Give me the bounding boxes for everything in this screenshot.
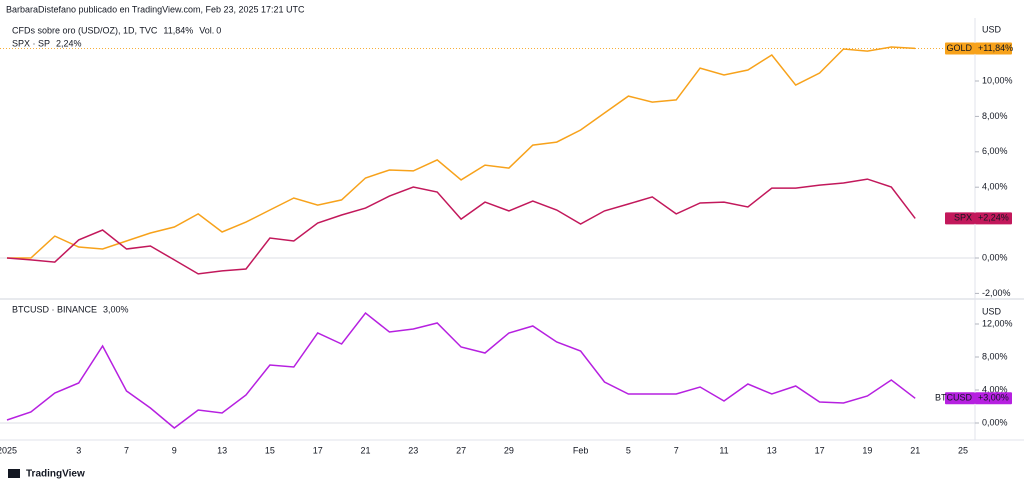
x-tick-label: 7 xyxy=(674,445,679,455)
tag-value-bg xyxy=(975,212,1012,225)
y-tick-label: 8,00% xyxy=(982,351,1008,361)
x-tick-label: 3 xyxy=(76,445,81,455)
x-tick-label: 17 xyxy=(815,445,825,455)
legend-change: 2,24% xyxy=(56,38,82,48)
currency: USD xyxy=(982,24,1002,34)
legend-title: CFDs sobre oro (USD/OZ), 1D, TVC xyxy=(12,25,158,35)
x-tick-label: 2025 xyxy=(0,445,17,455)
tag-value-bg xyxy=(975,392,1012,405)
y-tick-label: 10,00% xyxy=(982,75,1013,85)
tag xyxy=(945,392,975,405)
volume-label: Vol. xyxy=(199,25,214,35)
legend-name: BTCUSD · BINANCE xyxy=(12,304,97,314)
volume: 0 xyxy=(216,25,221,35)
x-tick-label: 9 xyxy=(172,445,177,455)
y-tick-label: -2,00% xyxy=(982,288,1011,298)
x-tick-label: 17 xyxy=(313,445,323,455)
y-tick-label: 8,00% xyxy=(982,111,1008,121)
series-line xyxy=(6,178,916,275)
x-tick-label: 23 xyxy=(408,445,418,455)
x-tick-label: 15 xyxy=(265,445,275,455)
tag-name: GOLD xyxy=(946,43,972,53)
legend-name: SPX · SP xyxy=(12,38,50,48)
legend-change: 11,84% xyxy=(163,25,193,35)
x-tick-label: 19 xyxy=(862,445,872,455)
tag xyxy=(945,42,975,55)
tag xyxy=(945,212,975,225)
legend-change: 3,00% xyxy=(103,304,129,314)
author: BarbaraDistefano publicado en TradingVie… xyxy=(6,4,305,14)
series-line xyxy=(6,311,916,429)
x-tick-label: 27 xyxy=(456,445,466,455)
tag-value: +11,84% xyxy=(978,43,1013,53)
x-tick-label: 7 xyxy=(124,445,129,455)
x-tick-label: 13 xyxy=(217,445,227,455)
y-tick-label: 0,00% xyxy=(982,252,1008,262)
x-tick-label: 21 xyxy=(910,445,920,455)
x-tick-label: 5 xyxy=(626,445,631,455)
y-tick-label: 0,00% xyxy=(982,417,1008,427)
x-tick-label: Feb xyxy=(573,445,589,455)
y-tick-label: 4,00% xyxy=(982,384,1008,394)
tag-name: BTCUSD xyxy=(935,393,973,403)
tag-value: +3,00% xyxy=(978,393,1009,403)
tag-value-bg xyxy=(975,42,1012,55)
x-tick-label: 29 xyxy=(504,445,514,455)
y-tick-label: 12,00% xyxy=(982,318,1013,328)
x-tick-label: 21 xyxy=(360,445,370,455)
tag-value: +2,24% xyxy=(978,213,1009,223)
currency: USD xyxy=(982,306,1002,316)
y-tick-label: 4,00% xyxy=(982,182,1008,192)
x-tick-label: 11 xyxy=(719,445,728,455)
x-tick-label: 13 xyxy=(767,445,777,455)
series-line xyxy=(7,46,916,259)
tag-name: SPX xyxy=(954,213,972,223)
logo: TradingView xyxy=(26,469,85,480)
x-tick-label: 25 xyxy=(958,445,968,455)
y-tick-label: 6,00% xyxy=(982,146,1008,156)
logo-icon xyxy=(8,469,20,478)
